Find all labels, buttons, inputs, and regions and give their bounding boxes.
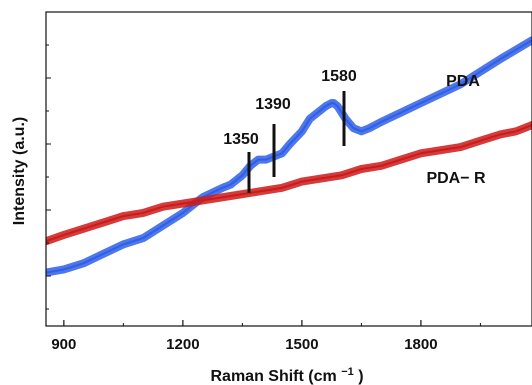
series-label-pda: PDA	[446, 73, 480, 90]
x-axis-title-suffix: )	[358, 368, 363, 385]
annotation-layer: 1350 1390 1580 PDA PDA− R	[223, 68, 486, 193]
x-axis-title: Raman Shift (cm −1 )	[210, 362, 363, 385]
x-tick-label-900: 900	[51, 336, 76, 353]
y-ticks-layer	[46, 11, 51, 310]
annotation-label-1390: 1390	[255, 96, 291, 113]
series-pda-r-centerline	[46, 124, 532, 243]
series-pda-centerline	[46, 39, 532, 274]
annotation-label-1350: 1350	[223, 131, 259, 148]
x-tick-label-1800: 1800	[404, 336, 437, 353]
plot-layer	[46, 36, 532, 277]
x-axis-title-superscript: −1	[341, 366, 354, 378]
annotation-label-1580: 1580	[321, 68, 357, 85]
y-axis-title: Intensity (a.u.)	[11, 117, 28, 225]
x-ticks-layer: 900 1200 1500 1800	[51, 320, 481, 353]
x-tick-label-1500: 1500	[285, 336, 318, 353]
series-label-pda-r: PDA− R	[426, 170, 486, 187]
x-tick-label-1200: 1200	[166, 336, 199, 353]
x-axis-title-main: Raman Shift (cm	[210, 368, 336, 385]
plot-frame	[45, 11, 532, 327]
